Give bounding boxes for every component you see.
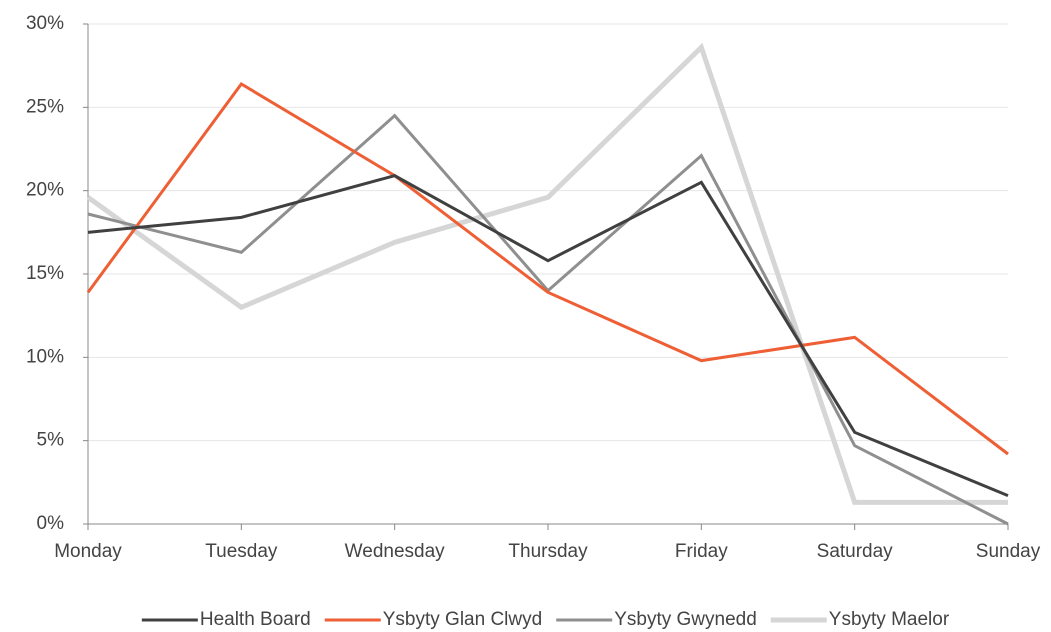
legend-label: Health Board xyxy=(200,609,311,630)
series-line xyxy=(86,42,1008,505)
legend-label: Ysbyty Gwynedd xyxy=(614,609,757,630)
x-tick-label: Sunday xyxy=(976,541,1041,562)
x-tick-label: Thursday xyxy=(508,541,588,562)
legend-label: Ysbyty Glan Clwyd xyxy=(383,609,542,630)
x-tick-label: Wednesday xyxy=(345,541,445,562)
y-tick-label: 0% xyxy=(37,513,65,534)
x-tick-label: Monday xyxy=(54,541,122,562)
series-line xyxy=(86,82,1009,456)
x-tick-label: Friday xyxy=(675,541,728,562)
series-line xyxy=(87,174,1009,498)
legend-label: Ysbyty Maelor xyxy=(829,609,950,630)
y-tick-label: 15% xyxy=(26,263,64,284)
legend: Health Board Ysbyty Glan Clwyd Ysbyty Gwyn… xyxy=(141,609,950,630)
x-tick-label: Saturday xyxy=(817,541,894,562)
y-tick-label: 5% xyxy=(37,430,65,451)
y-tick-label: 10% xyxy=(26,346,64,367)
y-tick-label: 25% xyxy=(26,96,64,117)
x-tick-label: Tuesday xyxy=(205,541,278,562)
series-line xyxy=(87,113,1009,526)
y-tick-label: 30% xyxy=(26,13,64,34)
y-tick-label: 20% xyxy=(26,180,64,201)
